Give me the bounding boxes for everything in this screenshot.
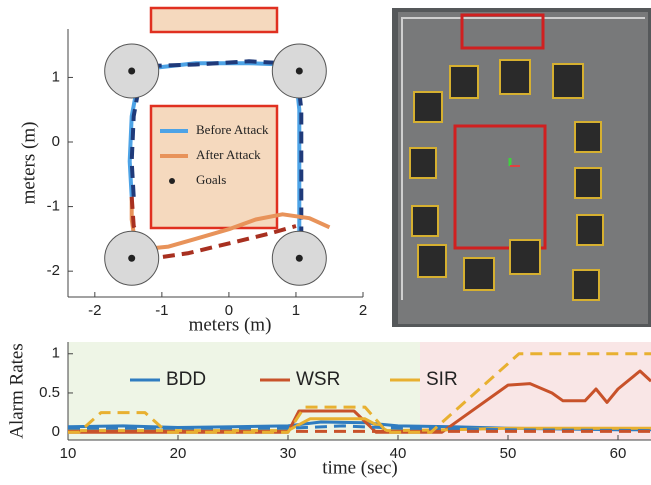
region-top	[151, 8, 277, 32]
x-tick-label: 30	[280, 445, 297, 462]
robot	[450, 66, 478, 98]
robot	[553, 64, 583, 98]
legend-label: Goals	[196, 172, 226, 187]
goal-point	[128, 67, 135, 74]
x-tick-label: 60	[610, 445, 627, 462]
x-tick-label: 2	[359, 302, 367, 319]
y-axis-label: Alarm Rates	[6, 343, 27, 439]
legend-label: BDD	[166, 369, 206, 390]
goal-point	[128, 255, 135, 262]
robot	[414, 92, 442, 122]
goal-point	[296, 67, 303, 74]
legend-label: Before Attack	[196, 122, 269, 137]
robot	[410, 148, 436, 178]
robot	[510, 240, 540, 274]
y-tick-label: -1	[47, 198, 60, 215]
y-tick-label: 0	[52, 423, 60, 440]
goal-point	[296, 255, 303, 262]
robot	[577, 215, 603, 245]
x-tick-label: 40	[390, 445, 407, 462]
page: meters (m) meters (m) time (sec) Alarm R…	[0, 0, 651, 485]
y-tick-label: 0.5	[39, 384, 60, 401]
legend-label: WSR	[296, 369, 340, 390]
y-tick-label: 1	[52, 68, 60, 85]
y-tick-label: 1	[52, 345, 60, 362]
robot	[464, 258, 494, 290]
figure: meters (m) meters (m) time (sec) Alarm R…	[0, 0, 651, 485]
y-tick-label: 0	[52, 133, 60, 150]
robot	[575, 168, 601, 198]
legend-label: After Attack	[196, 147, 261, 162]
x-tick-label: 1	[292, 302, 300, 319]
robot	[573, 270, 599, 300]
x-tick-label: 0	[225, 302, 233, 319]
legend-marker	[169, 178, 175, 184]
robot	[412, 206, 438, 236]
robot	[575, 122, 601, 152]
x-tick-label: 20	[170, 445, 187, 462]
x-tick-label: -1	[155, 302, 168, 319]
x-tick-label: -2	[88, 302, 101, 319]
photo	[392, 8, 651, 327]
x-tick-label: 50	[500, 445, 517, 462]
y-axis-label: meters (m)	[18, 122, 39, 205]
y-tick-label: -2	[47, 262, 60, 279]
robot	[500, 60, 530, 94]
x-tick-label: 10	[60, 445, 77, 462]
legend-label: SIR	[426, 369, 458, 390]
x-axis-label: time (sec)	[322, 457, 397, 478]
robot	[418, 245, 446, 277]
